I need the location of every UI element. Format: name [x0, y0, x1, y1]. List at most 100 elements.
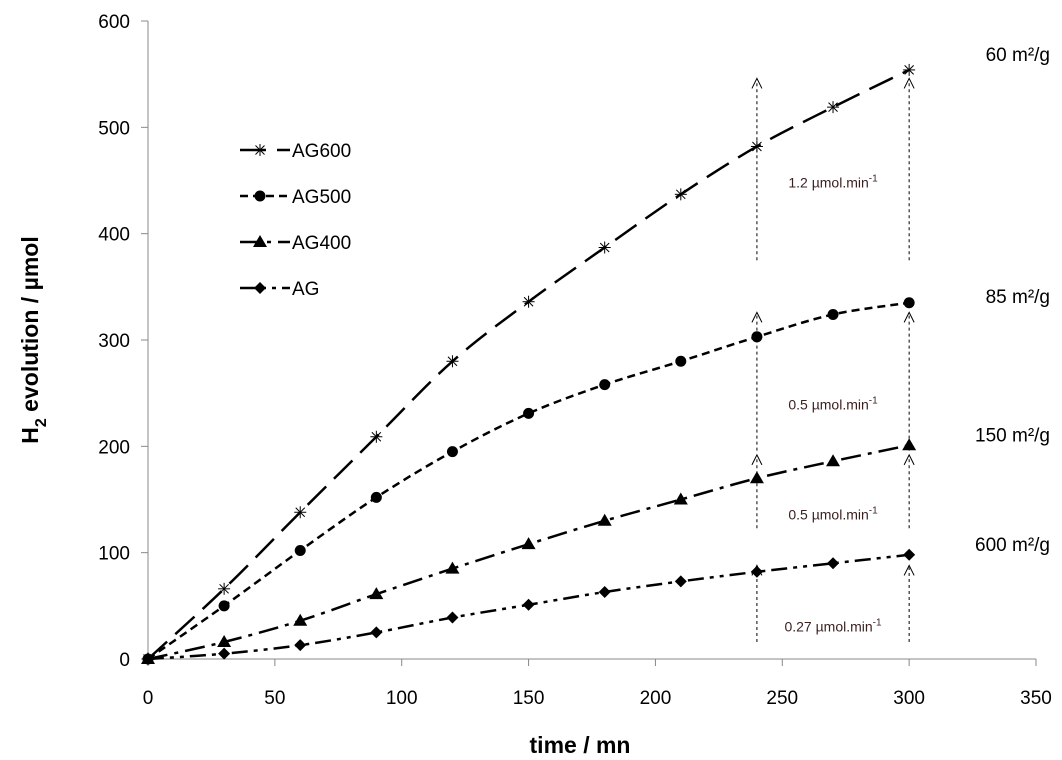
marker-stroke — [295, 507, 306, 518]
marker-stroke — [599, 242, 610, 253]
data-point — [902, 438, 917, 451]
y-tick-label: 600 — [98, 12, 130, 33]
rate-label-exponent: -1 — [869, 395, 878, 406]
data-point — [370, 626, 383, 639]
rate-arrow-head — [751, 77, 763, 89]
rate-label-value: 0.5 µmol.min — [788, 507, 868, 523]
data-point — [673, 492, 688, 505]
y-tick-label: 300 — [98, 331, 130, 352]
y-tick-label: 500 — [98, 118, 130, 139]
series-layer — [141, 63, 917, 665]
rate-annotations: 1.2 µmol.min-10.5 µmol.min-10.5 µmol.min… — [751, 77, 915, 642]
series-line — [147, 301, 910, 661]
marker-stroke — [752, 141, 762, 152]
marker-stroke — [447, 356, 458, 367]
x-axis-title: time / mn — [530, 732, 631, 758]
series-line — [147, 68, 910, 660]
rate-arrow-head — [903, 77, 915, 89]
data-point — [445, 561, 460, 574]
data-point — [369, 587, 384, 600]
data-point — [523, 407, 535, 419]
data-point — [217, 634, 232, 647]
data-point — [827, 557, 840, 570]
rate-label-exponent: -1 — [873, 618, 882, 629]
x-tick-label: 200 — [640, 688, 672, 709]
marker-stroke — [675, 189, 686, 200]
marker-stroke — [255, 145, 265, 155]
data-point — [446, 446, 458, 458]
surface-area-label: 85 m²/g — [986, 287, 1050, 308]
data-point — [598, 586, 611, 599]
data-point — [903, 63, 916, 76]
legend-marker — [254, 282, 266, 294]
legend-marker — [254, 144, 266, 156]
y-tick-label: 200 — [98, 437, 130, 458]
y-axis-title-rest: evolution / µmol — [17, 236, 43, 418]
data-point — [294, 545, 306, 557]
series-ag600 — [142, 63, 916, 665]
x-tick-label: 300 — [893, 688, 925, 709]
data-point — [674, 575, 687, 588]
legend-label: AG400 — [292, 233, 351, 254]
rate-label-exponent: -1 — [869, 173, 878, 184]
data-point — [521, 537, 536, 550]
rate-label-value: 0.5 µmol.min — [788, 396, 868, 412]
y-tick-label: 0 — [119, 650, 130, 671]
legend-item: AG — [240, 279, 319, 300]
surface-area-label: 600 m²/g — [975, 535, 1050, 556]
data-point — [826, 454, 841, 467]
marker-stroke — [523, 296, 534, 307]
legend-marker — [253, 235, 267, 247]
data-point — [218, 647, 231, 660]
rate-label-exponent: -1 — [869, 506, 878, 517]
data-point — [294, 639, 307, 652]
legend-label: AG500 — [292, 187, 351, 208]
rate-arrow-head — [751, 311, 763, 323]
x-tick-label: 350 — [1020, 688, 1052, 709]
y-axis-title-main: H — [17, 427, 43, 444]
data-point — [750, 565, 763, 578]
legend-item: AG400 — [240, 233, 351, 254]
legend-label: AG600 — [292, 141, 351, 162]
data-point — [522, 295, 535, 308]
x-tick-label: 50 — [264, 688, 285, 709]
rate-arrow-head — [903, 564, 915, 576]
rate-label: 0.27 µmol.min-1 — [784, 618, 882, 635]
data-point — [218, 582, 231, 595]
series-ag — [142, 548, 916, 665]
data-point — [218, 600, 230, 612]
y-tick-label: 100 — [98, 544, 130, 565]
data-point — [294, 506, 307, 519]
surface-area-label: 60 m²/g — [986, 45, 1050, 66]
data-point — [293, 613, 308, 626]
x-tick-label: 250 — [766, 688, 798, 709]
data-point — [598, 241, 611, 254]
y-tick-label: 400 — [98, 225, 130, 246]
rate-label-value: 0.27 µmol.min — [784, 619, 872, 635]
data-point — [370, 430, 383, 443]
data-point — [522, 598, 535, 611]
data-point — [903, 297, 915, 309]
surface-area-labels: 60 m²/g 85 m²/g 150 m²/g 600 m²/g — [975, 45, 1050, 556]
rate-label: 1.2 µmol.min-1 — [788, 173, 878, 190]
rate-label-value: 1.2 µmol.min — [788, 174, 868, 190]
legend-label: AG — [292, 279, 319, 300]
marker-stroke — [219, 583, 229, 594]
surface-area-label: 150 m²/g — [975, 425, 1050, 446]
rate-label: 0.5 µmol.min-1 — [788, 395, 878, 412]
data-point — [446, 611, 459, 624]
data-point — [903, 548, 916, 561]
data-point — [674, 188, 687, 201]
data-point — [750, 140, 763, 153]
x-tick-label: 0 — [143, 688, 154, 709]
x-tick-label: 150 — [513, 688, 545, 709]
rate-arrow-head — [903, 453, 915, 466]
y-axis-title: H2 evolution / µmol — [17, 236, 50, 443]
y-axis-title-sub: 2 — [33, 418, 50, 427]
data-point — [749, 471, 764, 484]
data-point — [370, 491, 382, 503]
rate-arrow-head — [903, 311, 915, 323]
marker-stroke — [371, 431, 382, 442]
